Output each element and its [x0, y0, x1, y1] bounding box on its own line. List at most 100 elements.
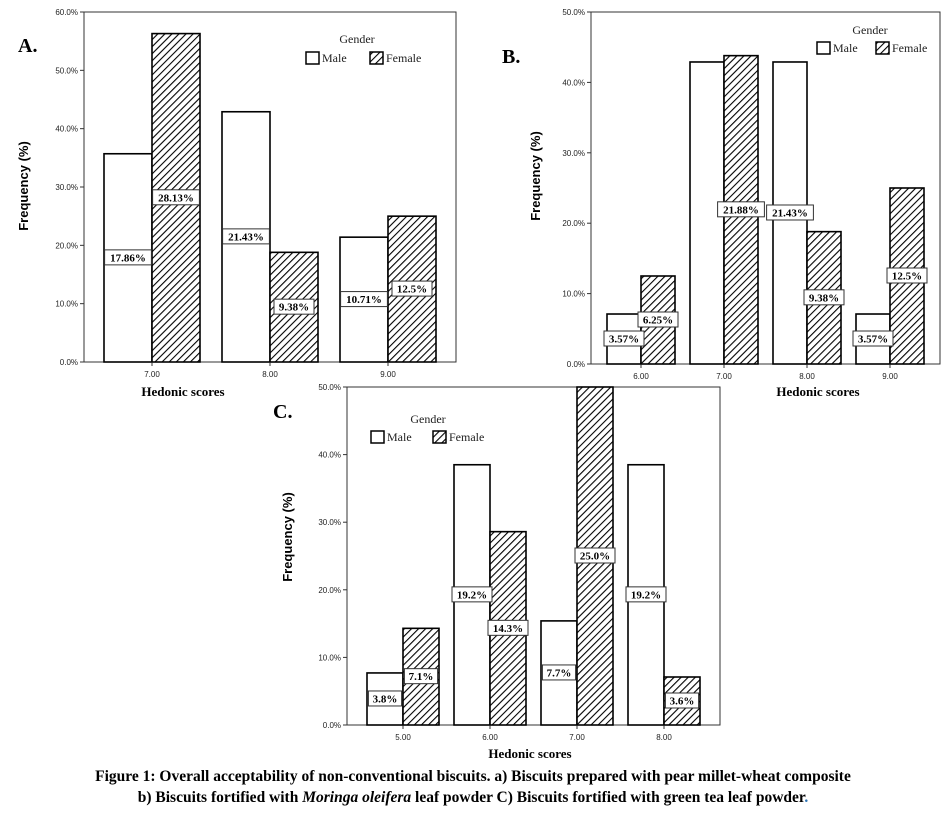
data-label-box: [886, 267, 928, 284]
data-label-box: [487, 619, 529, 636]
data-label-box: [664, 692, 700, 709]
data-label: 3.8%: [373, 693, 398, 705]
data-label: 19.2%: [631, 589, 661, 601]
data-label-box: [152, 189, 200, 206]
x-tick-label: 8.00: [656, 733, 672, 742]
panel-label: C.: [273, 401, 292, 423]
legend-swatch-male: [305, 51, 320, 65]
data-label: 21.43%: [228, 231, 264, 243]
y-tick-label: 20.0%: [55, 241, 78, 250]
y-tick-label: 20.0%: [318, 586, 341, 595]
data-label-box: [273, 298, 315, 315]
x-tick-label: 5.00: [395, 733, 411, 742]
data-label: 25.0%: [580, 551, 610, 563]
y-tick-label: 0.0%: [567, 360, 585, 369]
chart-panel-a: 0.0% 10.0% 20.0% 30.0% 40.0% 50.0% 60.0% 7.00 17…: [16, 8, 457, 399]
data-label-box: [803, 289, 845, 306]
data-label: 6.25%: [643, 315, 673, 327]
data-label: 7.7%: [547, 667, 572, 679]
caption-line-2-start: b) Biscuits fortified with: [137, 789, 303, 806]
x-tick-label: 6.00: [482, 733, 498, 742]
data-label-box: [340, 291, 388, 308]
y-tick-label: 40.0%: [562, 78, 585, 87]
data-label-box: [603, 330, 645, 347]
data-label: 3.6%: [670, 696, 695, 708]
data-label-box: [625, 586, 667, 603]
data-label: 10.71%: [346, 294, 382, 306]
figure-caption: Figure 1: Overall acceptability of non-c…: [0, 766, 946, 808]
y-tick-label: 10.0%: [562, 290, 585, 299]
chart-panel-b: 0.0% 10.0% 20.0% 30.0% 40.0% 50.0% 6.00 3.57% 6.…: [502, 8, 941, 399]
data-label: 21.43%: [772, 207, 808, 219]
legend-label-female: Female: [892, 41, 927, 55]
data-label: 14.3%: [493, 623, 523, 635]
x-axis-title: Hedonic scores: [488, 746, 571, 761]
y-axis-title: Frequency (%): [280, 492, 295, 582]
data-label: 3.57%: [858, 334, 888, 346]
x-tick-label: 7.00: [716, 372, 732, 381]
data-label-box: [541, 664, 577, 681]
y-tick-label: 30.0%: [562, 149, 585, 158]
y-tick-label: 20.0%: [562, 219, 585, 228]
y-tick-label: 50.0%: [318, 383, 341, 392]
data-label-box: [391, 280, 433, 297]
y-tick-label: 40.0%: [318, 451, 341, 460]
data-label: 19.2%: [457, 589, 487, 601]
y-tick-label: 30.0%: [318, 518, 341, 527]
y-tick-label: 0.0%: [323, 721, 341, 730]
x-axis-title: Hedonic scores: [141, 384, 224, 399]
caption-period: .: [804, 789, 809, 806]
data-label-box: [637, 311, 679, 328]
legend-swatch-female: [432, 430, 447, 444]
data-label-box: [451, 586, 493, 603]
data-label: 12.5%: [892, 271, 922, 283]
y-tick-label: 60.0%: [55, 8, 78, 17]
data-label-box: [403, 668, 439, 685]
y-tick-label: 10.0%: [318, 653, 341, 662]
data-label: 17.86%: [110, 252, 146, 264]
data-label: 7.1%: [409, 671, 434, 683]
data-label-box: [852, 330, 894, 347]
legend-label-female: Female: [449, 430, 484, 444]
legend-label-male: Male: [833, 41, 858, 55]
data-label-box: [766, 204, 814, 221]
y-tick-label: 40.0%: [55, 125, 78, 134]
legend-swatch-female: [875, 41, 890, 55]
x-tick-label: 6.00: [633, 372, 649, 381]
legend-title: Gender: [339, 32, 374, 46]
caption-species-name: Moringa oleifera: [302, 789, 412, 806]
data-label: 9.38%: [279, 302, 309, 314]
data-label: 3.57%: [609, 334, 639, 346]
x-axis-title: Hedonic scores: [776, 384, 859, 399]
data-label-box: [717, 201, 765, 218]
legend-swatch-male: [370, 430, 385, 444]
data-label: 28.13%: [158, 192, 194, 204]
caption-line-2-end: leaf powder C) Biscuits fortified with g…: [411, 789, 805, 806]
x-tick-label: 7.00: [144, 370, 160, 379]
data-label: 21.88%: [723, 204, 759, 216]
data-label: 9.38%: [809, 292, 839, 304]
caption-line-2: b) Biscuits fortified with Moringa oleif…: [0, 787, 946, 808]
legend-label-female: Female: [386, 51, 421, 65]
y-axis-title: Frequency (%): [528, 131, 543, 221]
data-label: 12.5%: [397, 284, 427, 296]
x-tick-label: 9.00: [380, 370, 396, 379]
legend-label-male: Male: [322, 51, 347, 65]
chart-panel-c: 0.0% 10.0% 20.0% 30.0% 40.0% 50.0% 5.00 3.8% 7.1…: [273, 383, 721, 761]
data-label-box: [574, 547, 616, 564]
legend-swatch-female: [369, 51, 384, 65]
data-label-box: [222, 228, 270, 245]
y-tick-label: 10.0%: [55, 300, 78, 309]
panel-label: B.: [502, 46, 520, 68]
x-tick-label: 9.00: [882, 372, 898, 381]
x-tick-label: 8.00: [262, 370, 278, 379]
x-tick-label: 7.00: [569, 733, 585, 742]
legend-swatch-male: [816, 41, 831, 55]
data-label-box: [367, 690, 403, 707]
legend-label-male: Male: [387, 430, 412, 444]
y-tick-label: 50.0%: [55, 66, 78, 75]
caption-line-1: Figure 1: Overall acceptability of non-c…: [95, 768, 851, 785]
data-label-box: [104, 249, 152, 266]
y-tick-label: 50.0%: [562, 8, 585, 17]
